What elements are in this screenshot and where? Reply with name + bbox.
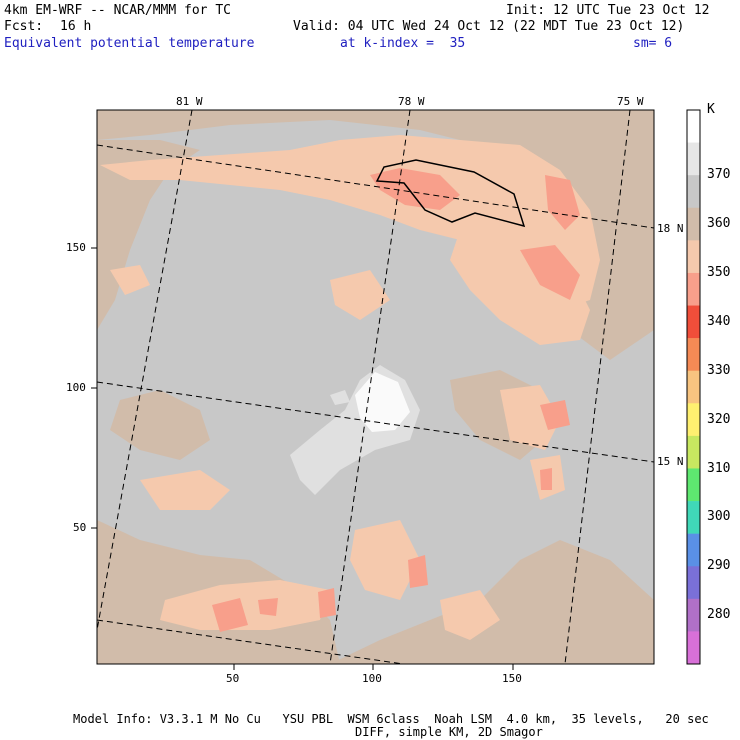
colorbar-swatch <box>687 142 700 176</box>
colorbar-level-label: 330 <box>707 362 731 378</box>
field-name: Equivalent potential temperature <box>4 36 255 51</box>
colorbar-level-label: 370 <box>707 167 731 183</box>
colorbar <box>686 109 701 665</box>
peach-cell-7 <box>440 590 500 640</box>
colorbar-level-label: 310 <box>707 460 731 476</box>
y-tick-150: 150 <box>66 241 86 254</box>
meridian-78w <box>329 110 411 664</box>
colorbar-swatch <box>687 207 700 241</box>
shaded-field <box>97 110 654 664</box>
model-info-diff: DIFF, simple KM, 2D Smagor <box>355 725 543 739</box>
salmon-core-north <box>370 168 460 210</box>
peach-band-south <box>160 580 330 630</box>
colorbar-swatch <box>687 598 700 632</box>
colorbar-level-label: 300 <box>707 509 731 525</box>
colorbar-swatch <box>687 533 700 567</box>
colorbar-swatch <box>687 305 700 339</box>
peach-cell-4 <box>350 520 420 600</box>
peach-cell-1 <box>110 265 150 295</box>
colorbar-swatch <box>687 175 700 209</box>
colorbar-swatch <box>687 272 700 306</box>
lon-label-81w: 81 W <box>176 95 203 108</box>
colorbar-swatch <box>687 501 700 534</box>
model-title: 4km EM-WRF -- NCAR/MMM for TC <box>4 3 231 18</box>
init-time: Init: 12 UTC Tue 23 Oct 12 <box>506 3 710 18</box>
meridian-81w <box>97 110 193 631</box>
colorbar-swatch <box>687 338 700 372</box>
salmon-cell-1 <box>540 400 570 430</box>
colorbar-swatch <box>687 435 700 469</box>
salmon-cell-3 <box>318 588 336 618</box>
model-info: Model Info: V3.3.1 M No Cu YSU PBL WSM 6… <box>73 712 709 726</box>
peach-cell-5 <box>140 470 230 510</box>
forecast-hour: 16 h <box>60 19 92 34</box>
meridian-75w <box>564 110 631 664</box>
valid-time: Valid: 04 UTC Wed 24 Oct 12 (22 MDT Tue … <box>293 19 685 34</box>
colorbar-swatch <box>687 631 700 665</box>
lat-label-15n: 15 N <box>657 455 684 468</box>
parallel-15n <box>97 381 654 463</box>
x-tick-100: 100 <box>362 672 382 685</box>
colorbar-level-label: 320 <box>707 411 731 427</box>
lat-lon-grid <box>97 110 654 664</box>
tan-region-northwest <box>97 140 200 330</box>
tan-patch-west <box>110 390 210 460</box>
colorbar-swatch <box>687 240 700 274</box>
colorbar-swatch <box>687 566 700 600</box>
map-frame <box>96 109 655 665</box>
colorbar-swatch <box>687 403 700 437</box>
colorbar-swatch <box>687 370 700 404</box>
lon-label-75w: 75 W <box>617 95 644 108</box>
lat-label-18n: 18 N <box>657 222 684 235</box>
axis-ticks <box>91 247 514 670</box>
colorbar-level-label: 280 <box>707 607 731 623</box>
salmon-cell-4 <box>258 598 278 616</box>
colorbar-level-label: 290 <box>707 558 731 574</box>
level-info: at k-index = 35 <box>340 36 466 51</box>
colorbar-level-label: 350 <box>707 264 731 280</box>
tan-region-south <box>330 540 654 664</box>
peach-cell-2 <box>330 270 390 320</box>
light-cell <box>330 390 350 405</box>
salmon-core-east <box>545 175 580 230</box>
parallel-12n <box>97 619 407 664</box>
peach-region-northeast <box>450 230 590 345</box>
smoothing-info: sm= 6 <box>633 36 673 51</box>
colorbar-unit: K <box>707 102 715 117</box>
colorbar-swatch <box>687 468 700 502</box>
peach-band-north <box>100 135 600 310</box>
colorbar-swatch <box>687 110 700 143</box>
x-tick-150: 150 <box>502 672 522 685</box>
parallel-18n <box>97 144 654 229</box>
lon-label-78w: 78 W <box>398 95 425 108</box>
salmon-cell-2 <box>212 598 248 632</box>
white-region-center <box>355 372 410 432</box>
salmon-core-northeast <box>520 245 580 300</box>
colorbar-level-label: 340 <box>707 313 731 329</box>
colorbar-level-label: 360 <box>707 216 731 232</box>
x-tick-50: 50 <box>226 672 240 685</box>
contour-outline <box>375 159 526 228</box>
salmon-cell-5 <box>408 555 428 588</box>
forecast-label: Fcst: <box>4 19 44 34</box>
y-tick-100: 100 <box>66 381 86 394</box>
colorbar-frame <box>686 109 701 665</box>
y-tick-50: 50 <box>73 521 87 534</box>
peach-cell-3 <box>500 385 560 450</box>
salmon-cell-6 <box>540 468 552 490</box>
